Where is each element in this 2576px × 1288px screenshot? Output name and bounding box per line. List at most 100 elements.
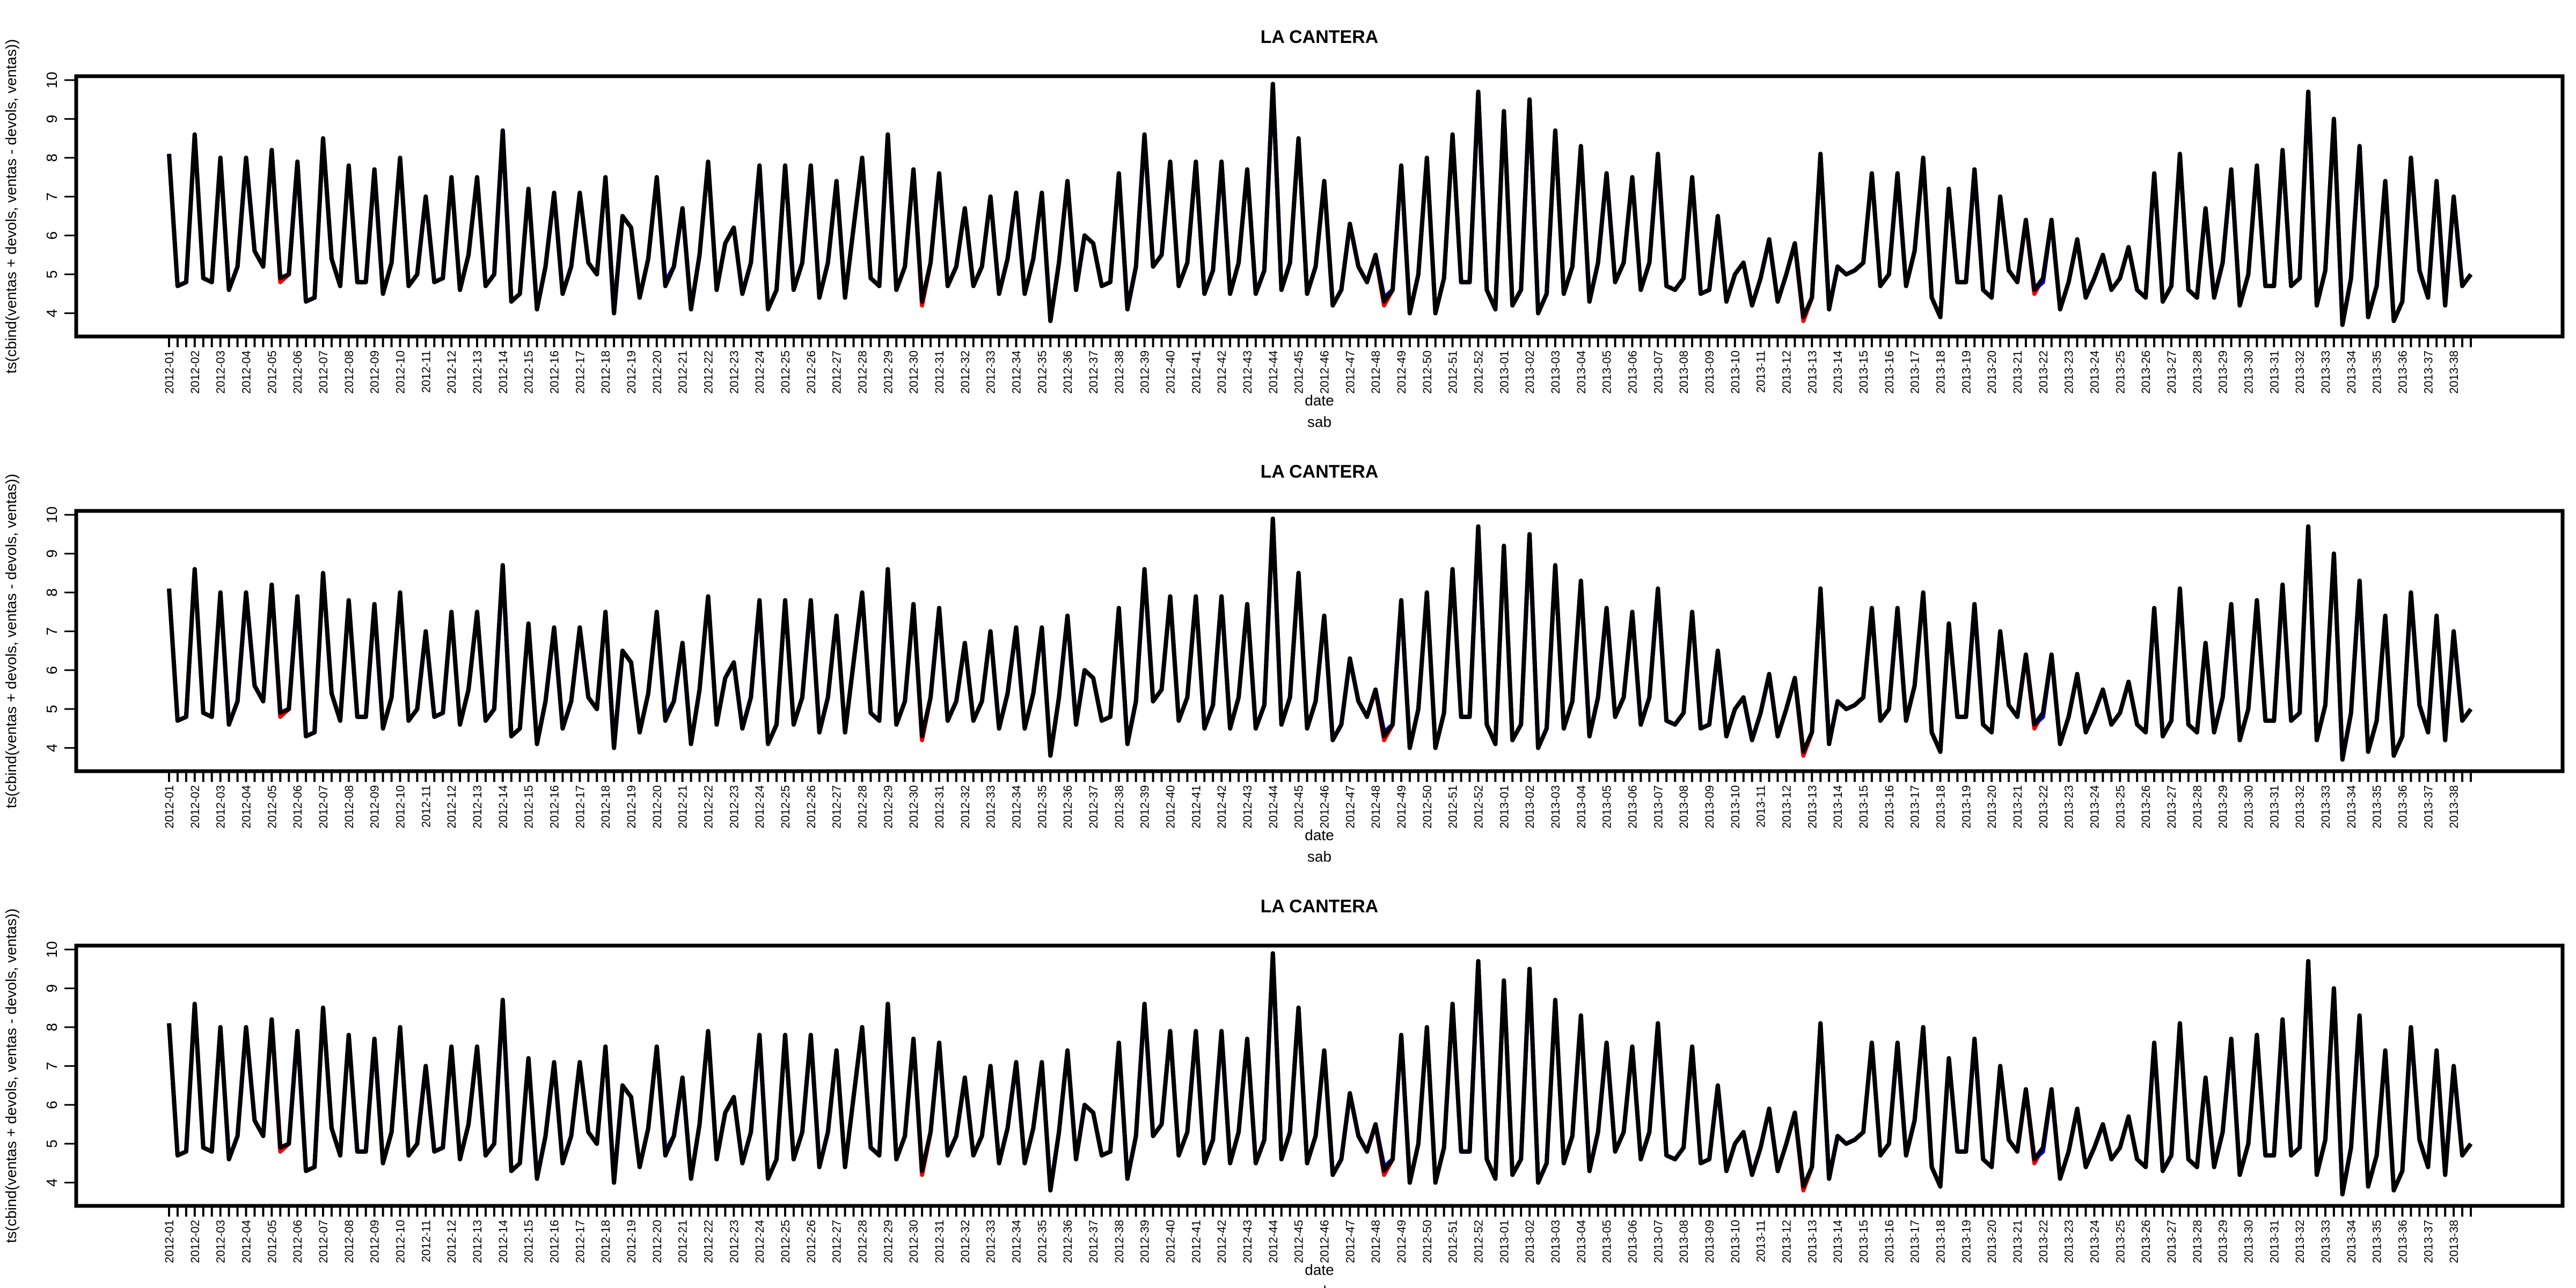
x-tick-label: 2012-38 [1113, 785, 1126, 829]
x-tick-label: 2013-11 [1754, 1220, 1768, 1262]
x-tick-label: 2013-09 [1703, 785, 1716, 829]
x-tick-label: 2013-06 [1626, 350, 1639, 394]
x-tick-label: 2012-47 [1343, 785, 1357, 829]
x-tick-label: 2013-11 [1754, 350, 1768, 393]
x-tick-label: 2013-32 [2293, 1220, 2307, 1263]
x-tick-label: 2012-34 [1009, 1220, 1023, 1263]
x-tick-label: 2012-02 [188, 785, 202, 829]
x-tick-label: 2012-09 [368, 1220, 382, 1263]
x-tick-label: 2013-01 [1497, 350, 1511, 394]
chart-title: LA CANTERA [1261, 27, 1379, 47]
x-tick-label: 2012-10 [393, 350, 407, 394]
x-tick-label: 2012-23 [727, 1220, 741, 1263]
x-tick-label: 2012-01 [163, 1220, 176, 1263]
x-tick-label: 2012-37 [1087, 785, 1100, 829]
x-tick-label: 2012-34 [1009, 350, 1023, 394]
x-tick-label: 2012-42 [1215, 785, 1228, 829]
x-tick-label: 2012-16 [547, 785, 561, 829]
x-tick-label: 2012-27 [830, 785, 844, 829]
x-tick-label: 2013-15 [1857, 785, 1870, 829]
x-tick-label: 2012-31 [933, 350, 946, 394]
x-tick-label: 2012-06 [291, 785, 304, 829]
x-tick-label: 2012-03 [214, 785, 228, 829]
x-tick-label: 2013-23 [2062, 785, 2076, 829]
x-tick-label: 2013-18 [1934, 785, 1947, 829]
y-tick-label: 7 [43, 627, 60, 636]
x-tick-label: 2013-34 [2345, 350, 2358, 394]
x-tick-label: 2012-34 [1009, 785, 1023, 829]
x-tick-label: 2013-24 [2088, 1220, 2101, 1263]
x-tick-label: 2013-21 [2011, 1220, 2024, 1263]
x-tick-label: 2012-38 [1113, 1220, 1126, 1263]
chart-title: LA CANTERA [1261, 896, 1379, 917]
x-tick-label: 2013-36 [2396, 1220, 2409, 1263]
y-tick-label: 4 [43, 1179, 60, 1187]
x-tick-label: 2012-21 [676, 350, 690, 394]
x-tick-label: 2012-06 [291, 350, 304, 394]
x-tick-label: 2012-17 [573, 785, 587, 829]
x-tick-label: 2012-48 [1369, 1220, 1382, 1263]
plot-frame [74, 509, 2565, 773]
x-tick-label: 2013-25 [2113, 1220, 2127, 1263]
x-tick-label: 2013-05 [1600, 1220, 1614, 1263]
x-tick-label: 2012-32 [958, 785, 972, 829]
x-tick-label: 2013-30 [2242, 350, 2255, 394]
x-tick-label: 2013-33 [2319, 350, 2332, 394]
x-tick-label: 2012-08 [342, 350, 356, 394]
x-tick-label: 2013-15 [1857, 350, 1870, 394]
x-tick-label: 2013-24 [2088, 785, 2101, 829]
x-tick-label: 2013-31 [2267, 785, 2281, 829]
x-axis-label: date [1305, 1261, 1334, 1278]
x-tick-label: 2012-26 [804, 1220, 818, 1263]
x-tick-label: 2012-19 [625, 350, 638, 394]
x-tick-label: 2012-29 [881, 785, 895, 829]
x-tick-label: 2013-08 [1677, 1220, 1690, 1263]
x-tick-label: 2012-09 [368, 785, 382, 829]
x-tick-label: 2013-17 [1908, 1220, 1922, 1263]
x-tick-label: 2012-05 [265, 350, 279, 394]
x-tick-label: 2012-03 [214, 1220, 228, 1263]
x-tick-label: 2012-43 [1241, 785, 1254, 829]
x-tick-label: 2012-12 [445, 350, 458, 394]
y-tick-label: 5 [43, 270, 60, 279]
x-tick-label: 2013-10 [1729, 785, 1742, 829]
x-tick-label: 2012-17 [573, 350, 587, 394]
x-tick-label: 2013-04 [1575, 350, 1588, 394]
y-tick-label: 4 [43, 744, 60, 752]
x-tick-label: 2012-41 [1189, 350, 1203, 394]
x-tick-label: 2012-45 [1292, 1220, 1306, 1263]
x-tick-label: 2012-18 [599, 350, 612, 394]
x-tick-label: 2013-02 [1523, 785, 1536, 829]
x-tick-label: 2012-25 [779, 785, 792, 829]
x-tick-label: 2013-22 [2037, 785, 2050, 829]
x-tick-label: 2013-26 [2139, 1220, 2153, 1263]
x-tick-label: 2013-36 [2396, 350, 2409, 394]
x-tick-label: 2012-39 [1138, 785, 1152, 829]
y-tick-label: 9 [43, 550, 60, 558]
x-tick-label: 2012-13 [471, 350, 484, 394]
x-tick-label: 2012-44 [1267, 785, 1280, 829]
x-tick-label: 2013-19 [1959, 350, 1973, 394]
x-tick-label: 2012-15 [522, 1220, 536, 1263]
x-tick-label: 2012-35 [1035, 350, 1049, 394]
x-tick-label: 2013-35 [2370, 350, 2384, 394]
x-tick-label: 2012-08 [342, 785, 356, 829]
x-tick-label: 2012-23 [727, 785, 741, 829]
x-tick-label: 2012-21 [676, 1220, 690, 1263]
x-tick-label: 2013-12 [1780, 1220, 1793, 1263]
x-tick-label: 2012-29 [881, 350, 895, 394]
x-tick-label: 2012-20 [650, 1220, 664, 1263]
x-tick-label: 2012-12 [445, 785, 458, 829]
x-tick-label: 2012-38 [1113, 350, 1126, 394]
x-tick-label: 2013-02 [1523, 350, 1536, 394]
x-tick-label: 2012-44 [1267, 350, 1280, 394]
x-tick-label: 2012-49 [1395, 785, 1408, 829]
y-tick-label: 8 [43, 588, 60, 597]
x-tick-label: 2012-13 [471, 1220, 484, 1263]
x-tick-label: 2012-33 [984, 785, 998, 829]
x-tick-label: 2012-26 [804, 350, 818, 394]
x-tick-label: 2012-41 [1189, 1220, 1203, 1263]
x-tick-label: 2012-36 [1061, 350, 1074, 394]
x-tick-label: 2012-30 [907, 785, 920, 829]
x-tick-label: 2013-18 [1934, 1220, 1947, 1263]
